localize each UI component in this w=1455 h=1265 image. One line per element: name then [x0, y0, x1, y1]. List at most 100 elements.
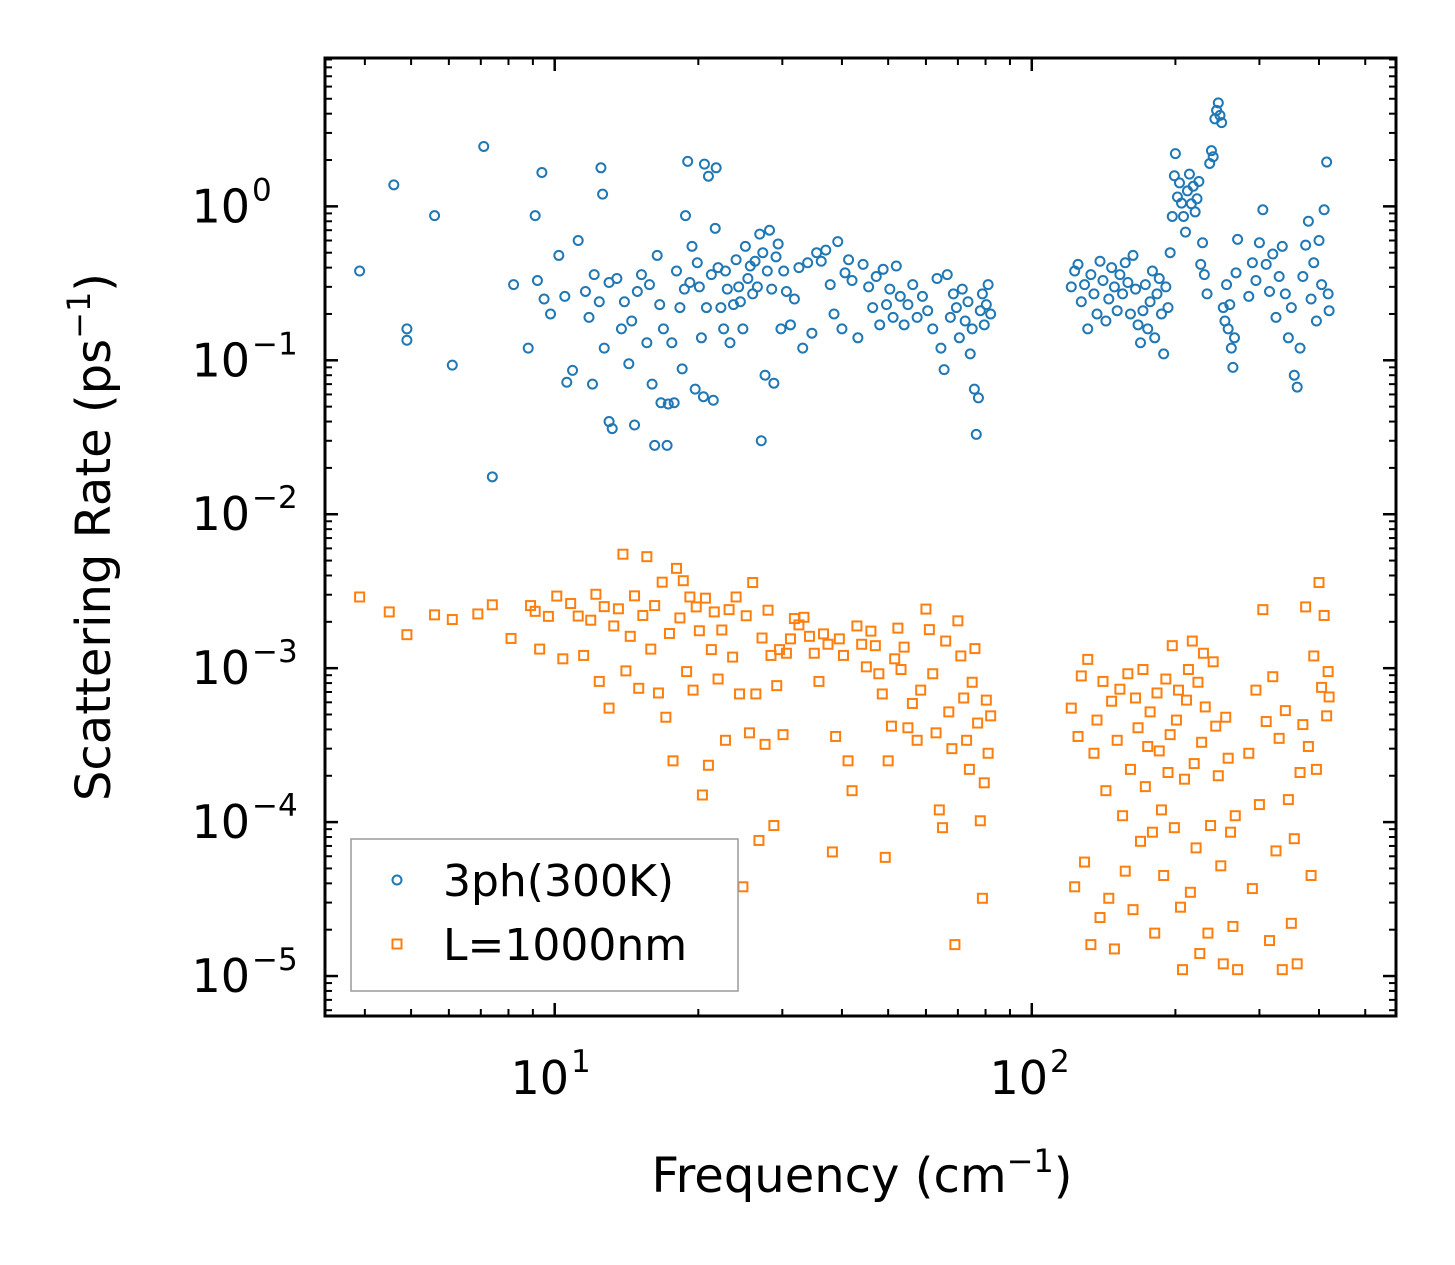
data-point [710, 162, 722, 174]
data-point [572, 235, 584, 247]
data-point [641, 551, 653, 563]
data-point [709, 222, 721, 234]
data-point [657, 323, 669, 335]
data-point [780, 647, 792, 659]
series-3ph-300k [354, 97, 1335, 483]
data-point [684, 591, 696, 603]
data-point [1094, 912, 1106, 924]
data-point [985, 710, 997, 722]
data-point [1164, 729, 1176, 741]
data-point [686, 240, 698, 252]
data-point [695, 332, 707, 344]
data-point [753, 834, 765, 846]
data-point [1264, 285, 1276, 297]
data-point [828, 308, 840, 320]
data-point [759, 738, 771, 750]
data-point [1146, 265, 1158, 277]
data-point [1297, 719, 1309, 731]
data-point [1100, 785, 1112, 797]
data-point [884, 283, 896, 295]
data-point [522, 342, 534, 354]
data-point [1182, 664, 1194, 676]
data-point [1260, 716, 1272, 728]
data-point [1124, 308, 1136, 320]
data-point [762, 604, 774, 616]
data-point [739, 240, 751, 252]
data-point [780, 285, 792, 297]
data-point [1316, 279, 1328, 291]
data-point [894, 290, 906, 302]
data-point [964, 348, 976, 360]
data-point [1210, 720, 1222, 732]
data-point [784, 319, 796, 331]
data-point [663, 627, 675, 639]
data-point [1199, 701, 1211, 713]
data-point [1153, 745, 1165, 757]
data-point [1142, 740, 1154, 752]
data-point [586, 378, 598, 390]
data-point [751, 281, 763, 293]
data-point [561, 376, 573, 388]
data-point [970, 428, 982, 440]
data-point [1079, 856, 1091, 868]
data-point [681, 666, 693, 678]
data-point [1158, 348, 1170, 360]
y-tick-label-3: 10 [191, 641, 250, 695]
data-point [768, 820, 780, 832]
data-point [1264, 935, 1276, 947]
data-point [916, 290, 928, 302]
data-point [1117, 288, 1129, 300]
data-point [881, 299, 893, 311]
data-point [1197, 237, 1209, 249]
data-point [1091, 308, 1103, 320]
data-point [1108, 943, 1120, 955]
data-point [1215, 860, 1227, 872]
data-point [1132, 319, 1144, 331]
data-point [749, 255, 761, 267]
data-point [1323, 691, 1335, 703]
data-point [843, 254, 855, 266]
data-point [705, 269, 717, 281]
data-point [1291, 381, 1303, 393]
data-point [1144, 296, 1156, 308]
data-point [567, 364, 579, 376]
data-point [724, 337, 736, 349]
data-point [836, 323, 848, 335]
data-point [1207, 656, 1219, 668]
data-point [1179, 773, 1191, 785]
data-point [1243, 290, 1255, 302]
data-point [606, 423, 618, 435]
data-point [756, 632, 768, 644]
data-point [1103, 892, 1115, 904]
data-point [1224, 299, 1236, 311]
data-point [784, 633, 796, 645]
data-point [660, 711, 672, 723]
data-point [1122, 277, 1134, 289]
data-point [1149, 332, 1161, 344]
data-point [966, 323, 978, 335]
data-point [852, 332, 864, 344]
data-point [879, 851, 891, 863]
data-point [1294, 342, 1306, 354]
data-point [1221, 279, 1233, 291]
data-point [1232, 233, 1244, 245]
data-point [980, 694, 992, 706]
data-point [545, 308, 557, 320]
data-point [699, 592, 711, 604]
data-point [538, 293, 550, 305]
data-point [690, 601, 702, 613]
data-point [1151, 288, 1163, 300]
data-point [1162, 302, 1174, 314]
data-point [1191, 193, 1203, 205]
data-point [1321, 156, 1333, 168]
data-point [943, 706, 955, 718]
data-point [697, 391, 709, 403]
data-point [754, 228, 766, 240]
x-tick-label-100-exponent: 2 [1050, 1044, 1070, 1080]
data-point [764, 224, 776, 236]
y-tick-label-2: 10 [191, 487, 250, 541]
data-point [976, 288, 988, 300]
data-point [1162, 766, 1174, 778]
data-point [1322, 288, 1334, 300]
data-point [766, 283, 778, 295]
